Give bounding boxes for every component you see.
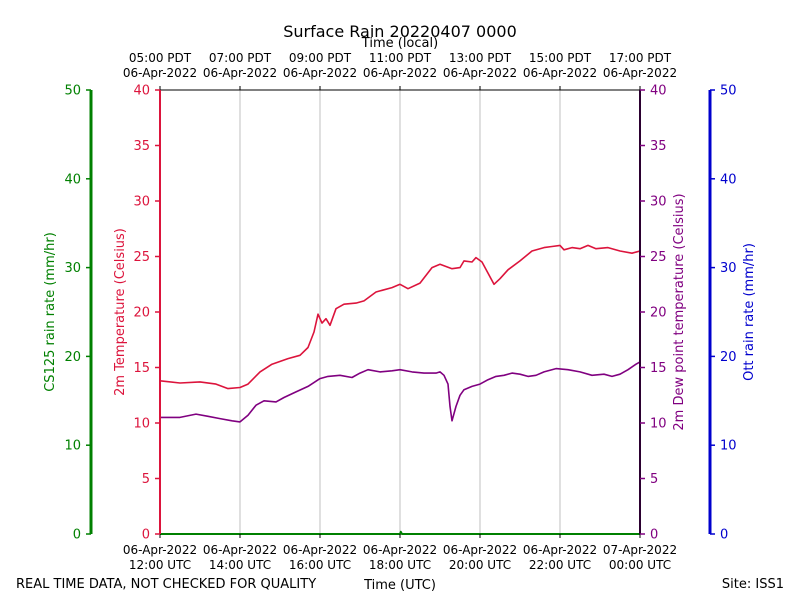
x-tick-local-date: 06-Apr-2022 bbox=[523, 66, 597, 80]
x-tick-local-time: 13:00 PDT bbox=[449, 51, 512, 65]
dew-tick-label: 0 bbox=[650, 528, 658, 543]
x-tick-local-date: 06-Apr-2022 bbox=[363, 66, 437, 80]
x-tick-local-time: 11:00 PDT bbox=[369, 51, 432, 65]
chart-title: Surface Rain 20220407 0000 bbox=[283, 22, 517, 41]
x-tick-utc-date: 07-Apr-2022 bbox=[603, 543, 677, 557]
x-tick-utc-time: 16:00 UTC bbox=[289, 558, 351, 572]
dew-tick-label: 20 bbox=[650, 306, 667, 321]
x-tick-utc-date: 06-Apr-2022 bbox=[523, 543, 597, 557]
x-tick-utc-time: 20:00 UTC bbox=[449, 558, 511, 572]
dew-series-line bbox=[160, 361, 641, 423]
cs125-tick-label: 10 bbox=[64, 439, 81, 454]
x-tick-utc-date: 06-Apr-2022 bbox=[443, 543, 517, 557]
site-label: Site: ISS1 bbox=[722, 577, 784, 592]
ott-tick-label: 10 bbox=[720, 439, 737, 454]
temp-tick-label: 15 bbox=[133, 361, 150, 376]
grid bbox=[239, 90, 561, 534]
top-axis-label: Time (local) bbox=[361, 36, 438, 51]
x-tick-local-date: 06-Apr-2022 bbox=[203, 66, 277, 80]
x-tick-utc-date: 06-Apr-2022 bbox=[363, 543, 437, 557]
cs125-tick-label: 0 bbox=[73, 528, 81, 543]
x-tick-utc-time: 14:00 UTC bbox=[209, 558, 271, 572]
temp-axis-label: 2m Temperature (Celsius) bbox=[113, 228, 128, 396]
dew-tick-label: 40 bbox=[650, 84, 667, 99]
x-tick-utc-time: 12:00 UTC bbox=[129, 558, 191, 572]
cs125-tick-label: 50 bbox=[64, 84, 81, 99]
ott-tick-label: 20 bbox=[720, 350, 737, 365]
x-tick-utc-time: 18:00 UTC bbox=[369, 558, 431, 572]
x-tick-utc-date: 06-Apr-2022 bbox=[203, 543, 277, 557]
dew-tick-label: 5 bbox=[650, 472, 658, 487]
y-axes: 0 10 20 30 40 50 0 5 10 15 20 25 30 35 40 0 5 10 15 20 25 30 3… bbox=[64, 84, 736, 543]
dew-tick-label: 15 bbox=[650, 361, 667, 376]
bottom-axis-label: Time (UTC) bbox=[363, 578, 436, 593]
ott-tick-label: 40 bbox=[720, 172, 737, 187]
ott-tick-label: 30 bbox=[720, 261, 737, 276]
x-tick-local-time: 05:00 PDT bbox=[129, 51, 192, 65]
cs125-tick-label: 20 bbox=[64, 350, 81, 365]
temp-tick-label: 25 bbox=[133, 250, 150, 265]
ott-tick-label: 50 bbox=[720, 84, 737, 99]
temp-tick-label: 10 bbox=[133, 417, 150, 432]
dew-axis-label: 2m Dew point temperature (Celsius) bbox=[672, 193, 687, 430]
temp-tick-label: 35 bbox=[133, 139, 150, 154]
x-tick-local-date: 06-Apr-2022 bbox=[123, 66, 197, 80]
x-tick-local-time: 15:00 PDT bbox=[529, 51, 592, 65]
temp-tick-label: 30 bbox=[133, 195, 150, 210]
dew-tick-label: 25 bbox=[650, 250, 667, 265]
x-tick-utc-date: 06-Apr-2022 bbox=[123, 543, 197, 557]
cs125-tick-label: 40 bbox=[64, 172, 81, 187]
x-tick-local-time: 17:00 PDT bbox=[609, 51, 672, 65]
temp-series-line bbox=[159, 244, 641, 390]
cs125-tick-label: 30 bbox=[64, 261, 81, 276]
x-tick-utc-time: 22:00 UTC bbox=[529, 558, 591, 572]
temp-tick-label: 0 bbox=[142, 528, 150, 543]
temp-tick-label: 40 bbox=[133, 84, 150, 99]
x-tick-utc-time: 00:00 UTC bbox=[609, 558, 671, 572]
dew-tick-label: 10 bbox=[650, 417, 667, 432]
dew-tick-label: 30 bbox=[650, 195, 667, 210]
ott-axis-label: Ott rain rate (mm/hr) bbox=[742, 243, 757, 381]
temp-tick-label: 20 bbox=[133, 306, 150, 321]
x-tick-local-time: 09:00 PDT bbox=[289, 51, 352, 65]
cs125-axis-label: CS125 rain rate (mm/hr) bbox=[43, 232, 58, 392]
temp-tick-label: 5 bbox=[142, 472, 150, 487]
quality-notice: REAL TIME DATA, NOT CHECKED FOR QUALITY bbox=[16, 577, 316, 592]
x-tick-local-date: 06-Apr-2022 bbox=[603, 66, 677, 80]
x-tick-local-date: 06-Apr-2022 bbox=[283, 66, 357, 80]
x-tick-local-time: 07:00 PDT bbox=[209, 51, 272, 65]
dew-tick-label: 35 bbox=[650, 139, 667, 154]
cs125-series-line bbox=[160, 530, 640, 535]
x-tick-utc-date: 06-Apr-2022 bbox=[283, 543, 357, 557]
x-tick-local-date: 06-Apr-2022 bbox=[443, 66, 517, 80]
ott-tick-label: 0 bbox=[720, 528, 728, 543]
